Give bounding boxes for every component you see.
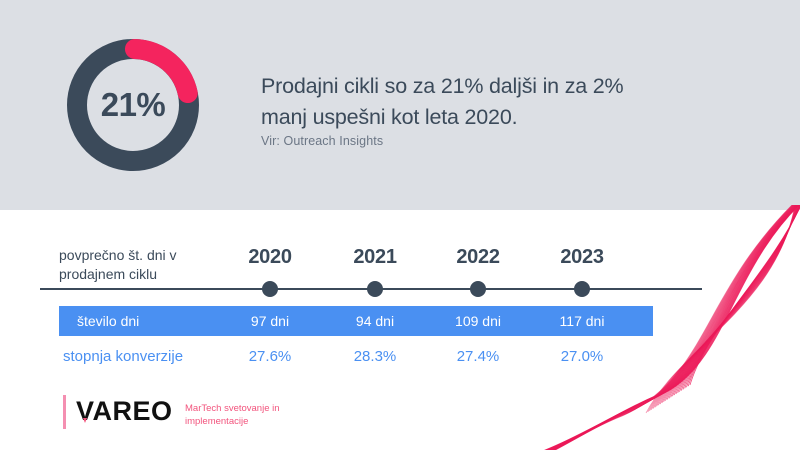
table-cell-days-2020: 97 dni (250, 313, 290, 329)
year-label-2021: 2021 (353, 246, 397, 268)
donut-value-label: 21% (100, 86, 166, 123)
donut-svg (66, 38, 199, 171)
table-cell-conversion-2023: 27.0% (560, 347, 604, 365)
logo-wordmark-text: VAREO (76, 396, 173, 426)
table-cell-conversion-2020: 27.6% (248, 347, 292, 365)
logo-tagline: MarTech svetovanje in implementacije (185, 403, 280, 427)
logo-accent-bar (63, 395, 66, 429)
table-cell-days-2022: 109 dni (455, 313, 501, 329)
timeline-dot-2020 (262, 281, 278, 297)
timeline-dot-2023 (574, 281, 590, 297)
donut-chart: 21% (63, 35, 203, 175)
table-cell-days-2021: 94 dni (355, 313, 395, 329)
table-cell-days-2023: 117 dni (559, 313, 605, 329)
timeline-table-panel: povprečno št. dni v prodajnem ciklu 2020… (0, 210, 800, 450)
days-row-label: število dni (77, 313, 140, 329)
year-label-2020: 2020 (248, 246, 292, 268)
year-label-2023: 2023 (560, 246, 604, 268)
timeline-dot-2021 (367, 281, 383, 297)
page-title: Prodajni cikli so za 21% daljši in za 2%… (261, 74, 624, 129)
logo-wordmark-vareo: VAREO (76, 396, 173, 426)
table-row-header-label: povprečno št. dni v prodajnem ciklu (59, 247, 177, 282)
header-band: 21% Prodajni cikli so za 21% daljši in z… (0, 0, 800, 210)
conversion-row-label: stopnja konverzije (63, 347, 184, 365)
year-label-2022: 2022 (456, 246, 500, 268)
days-row-band (59, 306, 653, 336)
table-cell-conversion-2021: 28.3% (353, 347, 397, 365)
timeline-dot-2022 (470, 281, 486, 297)
source-caption: Vir: Outreach Insights (261, 134, 384, 148)
table-cell-conversion-2022: 27.4% (456, 347, 500, 365)
logo-v-accent-icon (83, 418, 87, 423)
